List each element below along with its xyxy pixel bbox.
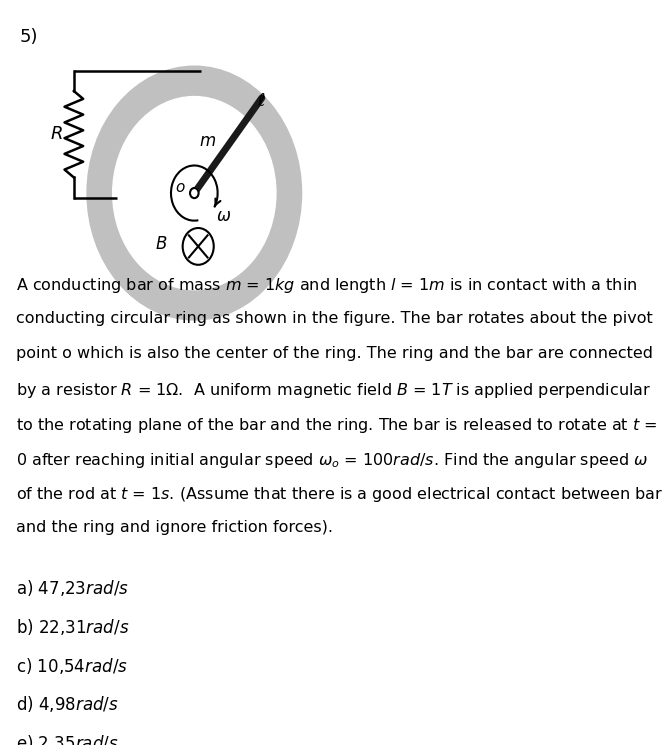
Text: and the ring and ignore friction forces).: and the ring and ignore friction forces)… bbox=[15, 521, 333, 536]
Text: b) 22,31$rad/s$: b) 22,31$rad/s$ bbox=[15, 617, 129, 637]
Text: 5): 5) bbox=[19, 28, 38, 45]
Text: o: o bbox=[176, 180, 185, 195]
Text: $\ell$: $\ell$ bbox=[257, 92, 266, 110]
Text: a) 47,23$rad/s$: a) 47,23$rad/s$ bbox=[15, 578, 129, 598]
Circle shape bbox=[183, 228, 214, 264]
Text: A conducting bar of mass $m$ = 1$kg$ and length $l$ = 1$m$ is in contact with a : A conducting bar of mass $m$ = 1$kg$ and… bbox=[15, 276, 637, 295]
Text: $\omega$: $\omega$ bbox=[216, 207, 232, 225]
Circle shape bbox=[190, 188, 199, 198]
Text: by a resistor $R$ = 1$\Omega$.  A uniform magnetic field $B$ = 1$T$ is applied p: by a resistor $R$ = 1$\Omega$. A uniform… bbox=[15, 381, 651, 399]
Text: $R$: $R$ bbox=[50, 125, 63, 143]
Circle shape bbox=[113, 97, 276, 290]
Text: 0 after reaching initial angular speed $\omega_o$ = 100$rad/s$. Find the angular: 0 after reaching initial angular speed $… bbox=[15, 451, 647, 469]
Text: c) 10,54$rad/s$: c) 10,54$rad/s$ bbox=[15, 656, 127, 676]
Text: point o which is also the center of the ring. The ring and the bar are connected: point o which is also the center of the … bbox=[15, 346, 653, 361]
Text: e) 2,35$rad/s$: e) 2,35$rad/s$ bbox=[15, 733, 118, 745]
Text: to the rotating plane of the bar and the ring. The bar is released to rotate at : to the rotating plane of the bar and the… bbox=[15, 416, 657, 434]
Text: m: m bbox=[199, 132, 216, 150]
Circle shape bbox=[87, 66, 301, 320]
Text: of the rod at $t$ = 1$s$. (Assume that there is a good electrical contact betwee: of the rod at $t$ = 1$s$. (Assume that t… bbox=[15, 486, 663, 504]
Text: d) 4,98$rad/s$: d) 4,98$rad/s$ bbox=[15, 694, 118, 714]
Text: $B$: $B$ bbox=[155, 235, 168, 253]
Text: conducting circular ring as shown in the figure. The bar rotates about the pivot: conducting circular ring as shown in the… bbox=[15, 311, 652, 326]
